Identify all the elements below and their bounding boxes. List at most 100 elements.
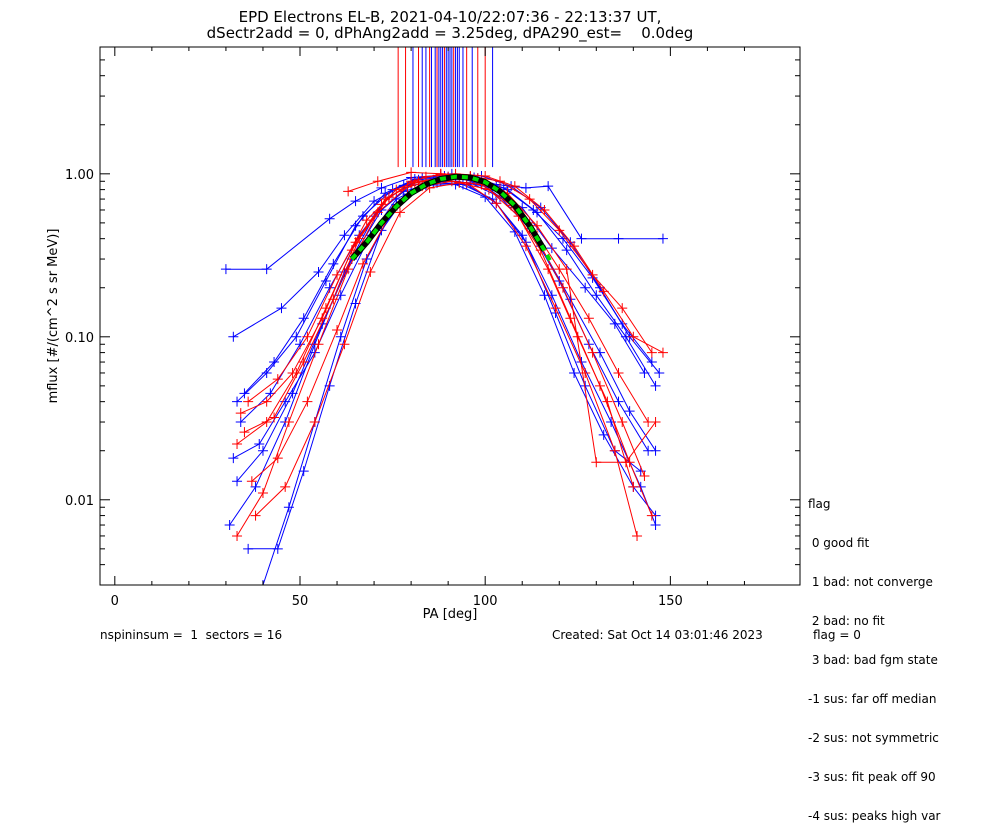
legend-item: -2 sus: not symmetric [808, 731, 939, 745]
legend-item: -4 sus: peaks high var [808, 809, 941, 823]
data-point [591, 290, 602, 301]
x-tick-label: 50 [292, 594, 309, 609]
data-point [224, 520, 235, 531]
series-line [262, 183, 656, 585]
data-point [335, 331, 346, 342]
chart-subtitle: dSectr2add = 0, dPhAng2add = 3.25deg, dP… [206, 24, 694, 42]
data-point [520, 241, 531, 252]
data-point [628, 331, 639, 342]
data-point [232, 396, 243, 407]
data-point [650, 445, 661, 456]
y-axis-label: mflux [#/(cm^2 s sr MeV)] [46, 229, 61, 404]
data-point [650, 417, 661, 428]
data-point [602, 396, 613, 407]
data-point [543, 264, 554, 275]
data-point [232, 476, 243, 487]
legend-item: -3 sus: fit peak off 90 [808, 770, 936, 784]
data-point [332, 325, 343, 336]
data-point [554, 225, 565, 236]
data-point [395, 207, 405, 218]
data-point [580, 367, 591, 378]
series-line [240, 173, 649, 423]
data-point [257, 445, 268, 456]
data-point [228, 331, 239, 342]
data-point [361, 215, 372, 226]
data-point [613, 396, 624, 407]
data-point [509, 226, 520, 237]
series-line [233, 178, 645, 374]
data-point [646, 510, 657, 521]
data-point [557, 282, 568, 293]
data-point [320, 275, 331, 286]
data-point [220, 264, 231, 275]
data-point [354, 233, 365, 244]
data-point [228, 453, 239, 464]
data-point [569, 367, 580, 378]
data-point [580, 282, 591, 293]
data-point [524, 194, 535, 205]
legend-item: 2 bad: no fit [808, 614, 885, 628]
data-point [261, 367, 272, 378]
data-point [550, 303, 561, 314]
data-point [250, 510, 261, 521]
data-point [617, 417, 628, 428]
data-point [587, 347, 598, 358]
data-point [495, 176, 505, 187]
data-point [598, 429, 609, 440]
data-point [339, 230, 350, 241]
data-point [350, 196, 361, 207]
footer-created: Created: Sat Oct 14 03:01:46 2023 [552, 628, 763, 642]
data-point [272, 453, 283, 464]
data-point [232, 530, 243, 541]
data-point [561, 245, 572, 256]
data-point [357, 258, 368, 269]
data-point [272, 543, 283, 554]
data-point [269, 412, 280, 423]
data-point [250, 481, 261, 492]
data-point [413, 176, 424, 187]
series-line [236, 179, 638, 537]
data-point [539, 290, 550, 301]
data-point [239, 427, 250, 438]
data-point [624, 406, 635, 417]
data-point [365, 266, 376, 277]
series-line [233, 180, 657, 459]
data-point [339, 339, 350, 350]
footer-flag: flag = 0 [813, 628, 861, 642]
data-point [235, 408, 246, 419]
data-point [650, 520, 661, 531]
data-point [283, 417, 294, 428]
data-point [539, 204, 550, 215]
data-point [657, 233, 668, 244]
series-line [229, 182, 657, 526]
data-point [302, 331, 313, 342]
data-point [628, 481, 639, 492]
data-point [654, 367, 665, 378]
data-point [650, 380, 661, 391]
data-point [565, 313, 576, 324]
data-point [528, 204, 539, 215]
data-point [646, 357, 657, 368]
data-point [509, 181, 520, 192]
data-point [232, 438, 243, 449]
data-point [298, 313, 309, 324]
data-point [576, 233, 587, 244]
data-point [613, 367, 624, 378]
legend-item: 3 bad: bad fgm state [808, 653, 938, 667]
x-tick-label: 100 [473, 594, 498, 609]
data-point [254, 438, 265, 449]
y-tick-label: 0.01 [65, 494, 94, 509]
data-point [561, 264, 572, 275]
data-point [591, 457, 602, 468]
data-point [280, 396, 291, 407]
data-point [609, 445, 620, 456]
data-point [406, 167, 417, 178]
data-point [583, 313, 594, 324]
data-point [343, 186, 354, 197]
legend-title: flag [808, 497, 831, 511]
series-line [244, 176, 657, 463]
data-point [632, 530, 643, 541]
median-curve [350, 174, 554, 265]
footer-params: nspininsum = 1 sectors = 16 [100, 628, 283, 642]
series-line [225, 174, 663, 270]
